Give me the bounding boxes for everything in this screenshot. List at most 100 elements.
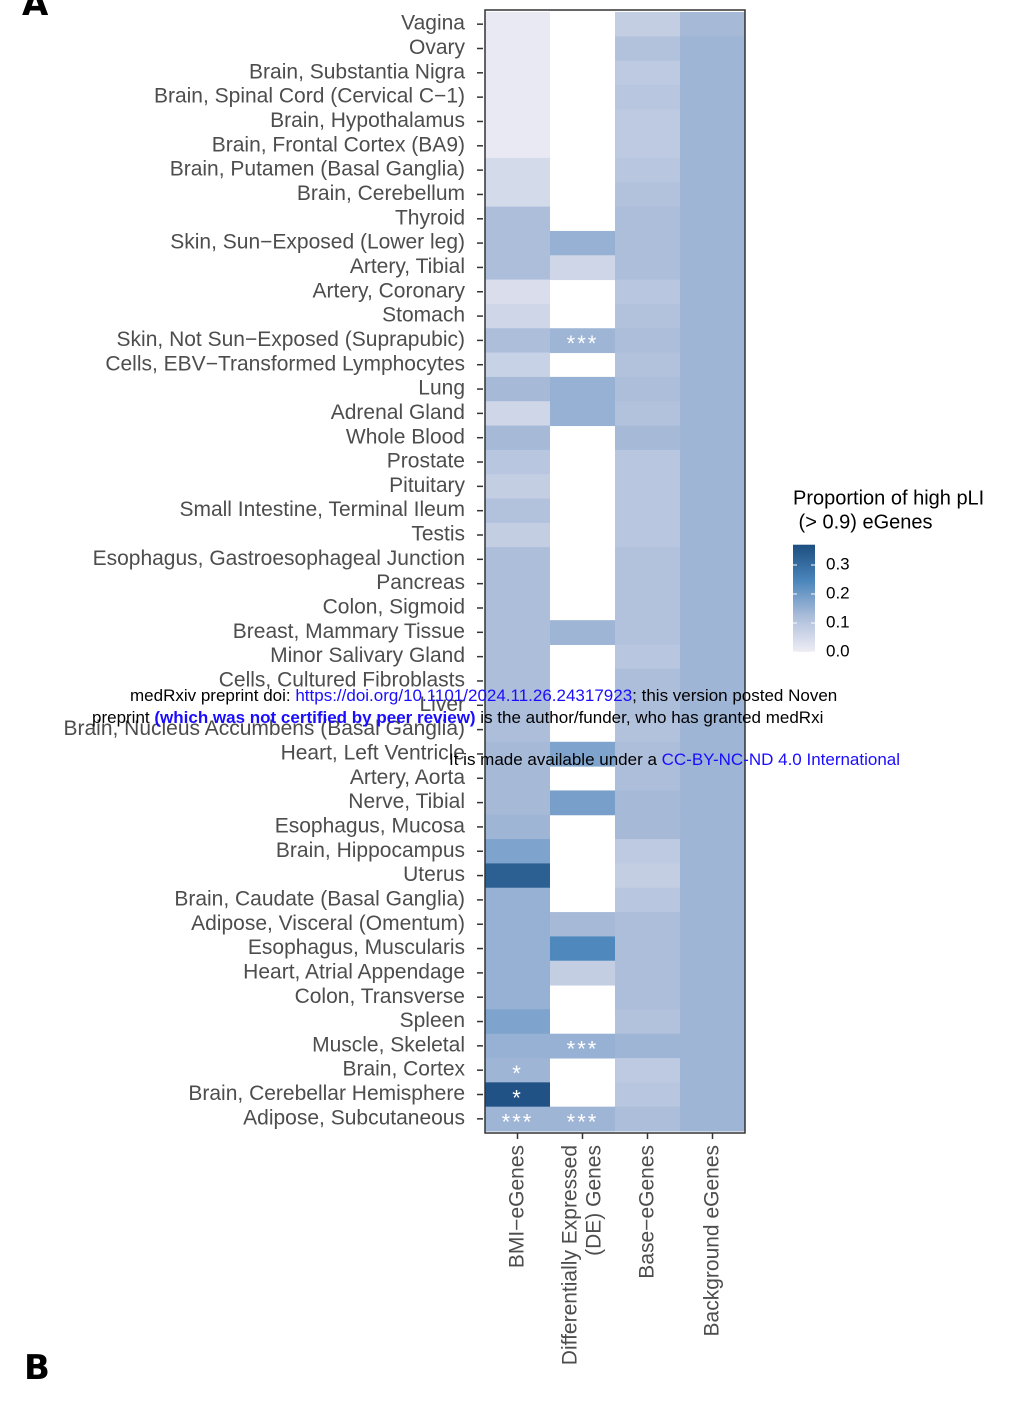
- y-tick-label: Stomach: [382, 304, 465, 327]
- heat-cell: [485, 182, 550, 208]
- heat-cell: [485, 1033, 550, 1059]
- heat-cell: [615, 668, 680, 694]
- heat-cell: [615, 425, 680, 451]
- heat-cell: [550, 912, 615, 937]
- heat-cell: [485, 985, 550, 1010]
- heat-cell: [680, 620, 745, 645]
- heat-cell: [485, 912, 550, 937]
- heat-cell: [680, 157, 745, 183]
- heat-cell: [615, 595, 680, 621]
- heat-cell: [485, 522, 550, 548]
- y-tick-label: Brain, Hypothalamus: [270, 109, 465, 132]
- heat-cell: [485, 255, 550, 281]
- x-tick-label-line: (DE) Genes: [582, 1145, 605, 1256]
- y-tick-label: Brain, Cerebellum: [297, 182, 465, 205]
- watermark-text: is the author/funder, who has granted me…: [475, 708, 824, 727]
- heat-cell: [615, 303, 680, 329]
- heat-cell: [615, 328, 680, 354]
- heat-cell: [680, 133, 745, 159]
- x-tick-label-line: Base−eGenes: [635, 1145, 658, 1279]
- x-tick-label: Differentially Expressed(DE) Genes: [558, 1145, 605, 1365]
- license-link[interactable]: CC-BY-NC-ND 4.0 International: [661, 750, 901, 769]
- heat-cell: [680, 60, 745, 86]
- heat-cell: [485, 644, 550, 670]
- y-tick-label: Brain, Hippocampus: [276, 839, 465, 862]
- heat-cell: [615, 571, 680, 597]
- heat-cell: [615, 960, 680, 986]
- heat-cell: [550, 960, 615, 986]
- heat-cell: [680, 255, 745, 281]
- heat-cell: [485, 863, 550, 889]
- watermark: It is made available under a CC-BY-NC-ND…: [449, 750, 900, 770]
- heat-cell: [615, 133, 680, 159]
- y-tick-label: Artery, Aorta: [350, 766, 465, 789]
- legend-title: Proportion of high pLI: [793, 487, 984, 509]
- heat-cell: [550, 230, 615, 256]
- y-tick-label: Brain, Cerebellar Hemisphere: [188, 1082, 465, 1105]
- heat-cell: [680, 717, 745, 743]
- heat-cell: [680, 498, 745, 524]
- heat-cell: [680, 1033, 745, 1059]
- heat-cell: [680, 474, 745, 500]
- heat-cell: [485, 1106, 550, 1132]
- heat-cell: [485, 425, 550, 451]
- y-tick-label: Brain, Cortex: [342, 1058, 465, 1081]
- colorbar: [793, 544, 815, 652]
- legend-tick-label: 0.1: [826, 612, 850, 631]
- y-tick-label: Cells, EBV−Transformed Lymphocytes: [105, 352, 465, 375]
- heat-cell: [615, 230, 680, 256]
- heat-cell: [680, 912, 745, 937]
- heat-cell: [615, 498, 680, 524]
- y-tick-label: Brain, Spinal Cord (Cervical C−1): [154, 85, 465, 108]
- heat-cell: [485, 960, 550, 986]
- heat-cell: [680, 887, 745, 913]
- y-tick-label: Colon, Transverse: [295, 985, 465, 1008]
- watermark-text: ; this version posted Noven: [632, 686, 838, 705]
- panel-border: [484, 9, 746, 1134]
- y-tick-label: Muscle, Skeletal: [312, 1033, 465, 1056]
- heat-cell: [615, 912, 680, 937]
- heat-cell: [550, 328, 615, 354]
- heat-cell: [680, 522, 745, 548]
- significance-label: *: [512, 1061, 523, 1086]
- watermark: medRxiv preprint doi: https://doi.org/10…: [130, 686, 837, 706]
- heat-cell: [615, 717, 680, 743]
- y-tick-label: Esophagus, Mucosa: [275, 814, 466, 837]
- y-tick-label: Breast, Mammary Tissue: [233, 620, 465, 643]
- heat-cell: [615, 206, 680, 232]
- heat-cell: [485, 571, 550, 597]
- heat-cell: [615, 1058, 680, 1083]
- heat-cell: [485, 547, 550, 572]
- heat-cell: [485, 790, 550, 816]
- heat-cell: [680, 571, 745, 597]
- heat-cell: [680, 668, 745, 694]
- heat-cell: [550, 401, 615, 427]
- heat-cell: [485, 376, 550, 402]
- heat-cell: [680, 449, 745, 475]
- heat-cell: [615, 474, 680, 500]
- x-tick-label-line: Background eGenes: [700, 1145, 723, 1336]
- heat-cell: [680, 790, 745, 816]
- heat-cell: [485, 693, 550, 718]
- panel-label: B: [24, 1348, 50, 1388]
- heat-cell: [485, 814, 550, 840]
- heat-cell: [680, 36, 745, 62]
- doi-link[interactable]: https://doi.org/10.1101/2024.11.26.24317…: [295, 686, 633, 705]
- heat-cell: [485, 595, 550, 621]
- heat-cell: [680, 352, 745, 378]
- heat-cell: [680, 693, 745, 718]
- heat-cell: [615, 985, 680, 1010]
- y-tick-label: Brain, Putamen (Basal Ganglia): [170, 158, 465, 181]
- heat-cell: [680, 279, 745, 305]
- watermark-text: It is made available under a: [449, 750, 662, 769]
- y-tick-label: Whole Blood: [346, 425, 465, 448]
- significance-label: ***: [567, 1110, 599, 1135]
- y-tick-label: Pituitary: [389, 474, 465, 497]
- y-tick-label: Brain, Nucleus Accumbens (Basal Ganglia): [63, 717, 465, 740]
- heat-cell: [485, 303, 550, 329]
- heat-cell: [485, 936, 550, 962]
- y-tick-label: Artery, Tibial: [350, 255, 465, 278]
- heat-cell: [485, 206, 550, 232]
